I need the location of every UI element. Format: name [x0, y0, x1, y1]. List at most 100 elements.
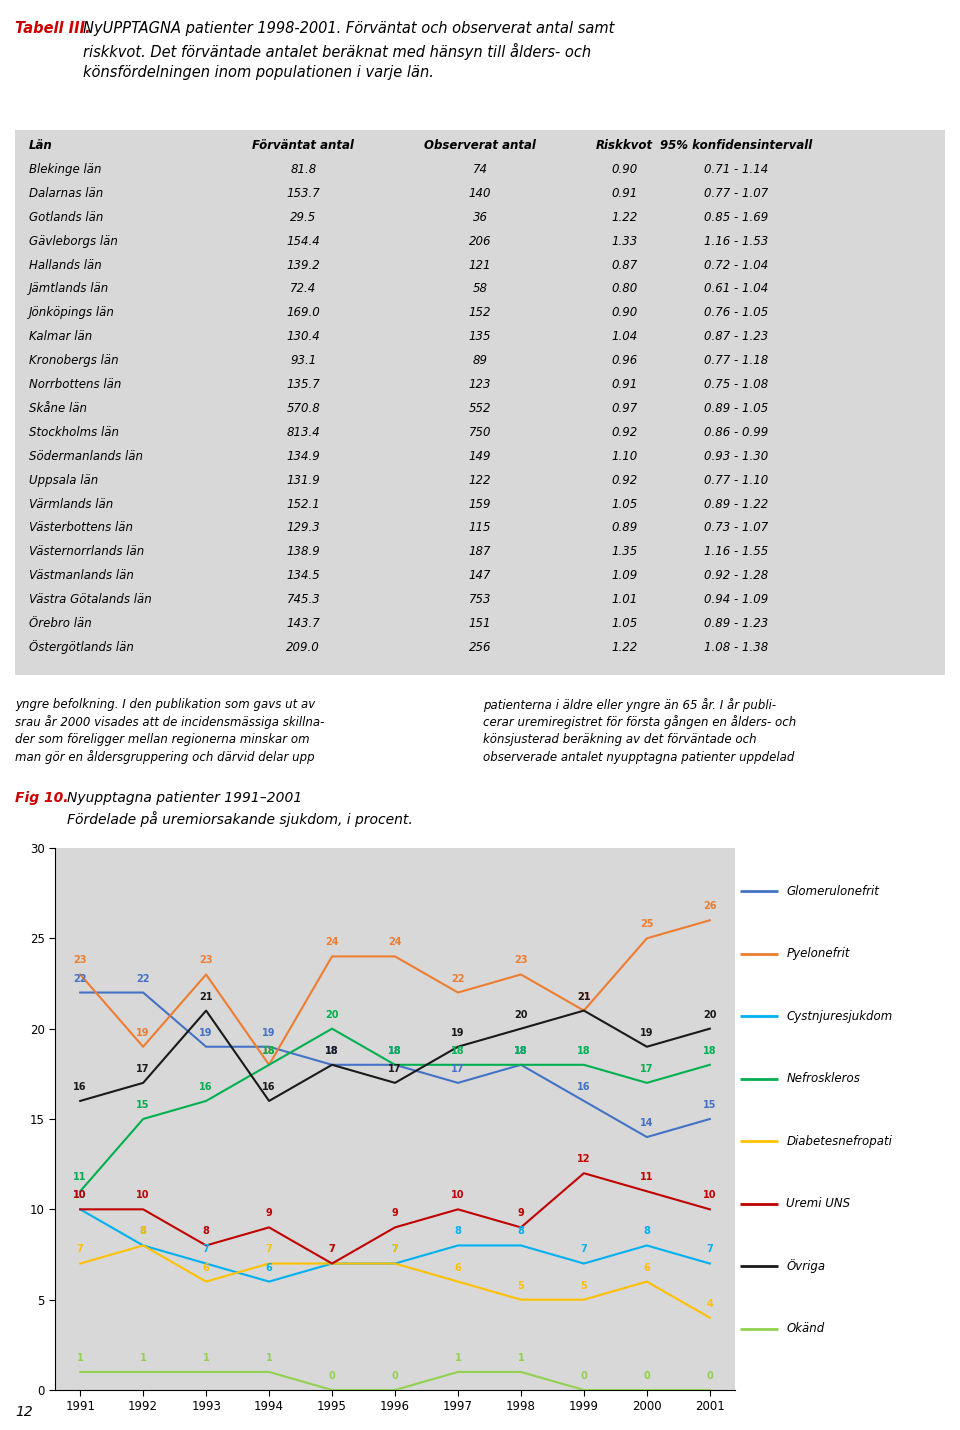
Text: 18: 18 [262, 1045, 276, 1055]
Text: 0.89 - 1.23: 0.89 - 1.23 [704, 618, 768, 631]
Text: Uppsala län: Uppsala län [29, 473, 98, 486]
Text: 0.92: 0.92 [611, 426, 637, 439]
Text: Okänd: Okänd [786, 1323, 825, 1336]
Text: 10: 10 [73, 1190, 87, 1200]
Text: 95% konfidensintervall: 95% konfidensintervall [660, 139, 812, 152]
Text: Södermanlands län: Södermanlands län [29, 450, 143, 463]
Text: 17: 17 [388, 1064, 401, 1074]
Text: 0.80: 0.80 [611, 283, 637, 296]
Text: 1: 1 [455, 1353, 462, 1363]
Text: 0.71 - 1.14: 0.71 - 1.14 [704, 163, 768, 176]
Text: Diabetesnefropati: Diabetesnefropati [786, 1135, 892, 1148]
Text: 20: 20 [703, 1010, 716, 1020]
Text: 1: 1 [203, 1353, 209, 1363]
Text: 25: 25 [640, 919, 654, 930]
Text: 153.7: 153.7 [286, 187, 321, 200]
Text: 140: 140 [468, 187, 492, 200]
Text: Värmlands län: Värmlands län [29, 498, 113, 511]
Text: 1.33: 1.33 [611, 235, 637, 247]
Text: 17: 17 [640, 1064, 654, 1074]
Text: 10: 10 [73, 1190, 87, 1200]
Text: 0: 0 [643, 1371, 650, 1381]
Text: 24: 24 [388, 938, 401, 947]
Text: 16: 16 [73, 1083, 87, 1093]
Text: 5: 5 [517, 1281, 524, 1291]
Text: Län: Län [29, 139, 53, 152]
Text: 0.85 - 1.69: 0.85 - 1.69 [704, 210, 768, 223]
Text: 15: 15 [703, 1100, 716, 1110]
Text: 152.1: 152.1 [286, 498, 321, 511]
Text: 154.4: 154.4 [286, 235, 321, 247]
Text: Västerbottens län: Västerbottens län [29, 522, 132, 535]
Text: 0.87 - 1.23: 0.87 - 1.23 [704, 330, 768, 343]
Text: 0.91: 0.91 [611, 378, 637, 390]
Text: 72.4: 72.4 [290, 283, 317, 296]
Text: Cystnjuresjukdom: Cystnjuresjukdom [786, 1010, 893, 1022]
Text: 151: 151 [468, 618, 492, 631]
Text: 0.91: 0.91 [611, 187, 637, 200]
Text: 750: 750 [468, 426, 492, 439]
Text: 22: 22 [136, 974, 150, 984]
Text: 1: 1 [140, 1353, 147, 1363]
Text: 7: 7 [581, 1244, 588, 1254]
Text: 1.22: 1.22 [611, 641, 637, 654]
Text: 81.8: 81.8 [290, 163, 317, 176]
Text: 0.86 - 0.99: 0.86 - 0.99 [704, 426, 768, 439]
Text: 0.72 - 1.04: 0.72 - 1.04 [704, 259, 768, 272]
Text: 0.97: 0.97 [611, 402, 637, 415]
Text: 135.7: 135.7 [286, 378, 321, 390]
Text: 0.89 - 1.22: 0.89 - 1.22 [704, 498, 768, 511]
Text: 23: 23 [73, 955, 87, 965]
Text: 18: 18 [451, 1045, 465, 1055]
Text: 1.22: 1.22 [611, 210, 637, 223]
Text: Nyupptagna patienter 1991–2001: Nyupptagna patienter 1991–2001 [67, 791, 302, 805]
Text: 18: 18 [515, 1045, 528, 1055]
Text: 256: 256 [468, 641, 492, 654]
Text: Västra Götalands län: Västra Götalands län [29, 593, 152, 606]
Text: 20: 20 [515, 1010, 528, 1020]
Text: Tabell III.: Tabell III. [15, 21, 90, 36]
Text: 6: 6 [643, 1263, 650, 1273]
Text: 1: 1 [77, 1353, 84, 1363]
Text: 0.90: 0.90 [611, 163, 637, 176]
Text: 7: 7 [392, 1244, 398, 1254]
Text: 1: 1 [517, 1353, 524, 1363]
Text: 0.77 - 1.07: 0.77 - 1.07 [704, 187, 768, 200]
Text: 1.16 - 1.53: 1.16 - 1.53 [704, 235, 768, 247]
Text: 0.92: 0.92 [611, 473, 637, 486]
Text: 7: 7 [328, 1244, 335, 1254]
Text: 26: 26 [703, 901, 716, 911]
Text: 0.93 - 1.30: 0.93 - 1.30 [704, 450, 768, 463]
Text: riskkvot. Det förväntade antalet beräknat med hänsyn till ålders- och: riskkvot. Det förväntade antalet beräkna… [83, 43, 591, 60]
Text: Jämtlands län: Jämtlands län [29, 283, 109, 296]
Text: 123: 123 [468, 378, 492, 390]
Text: 89: 89 [472, 355, 488, 368]
Text: patienterna i äldre eller yngre än 65 år. I år publi-: patienterna i äldre eller yngre än 65 år… [483, 698, 776, 712]
Text: 36: 36 [472, 210, 488, 223]
Text: 0.87: 0.87 [611, 259, 637, 272]
Text: 0.75 - 1.08: 0.75 - 1.08 [704, 378, 768, 390]
Text: 18: 18 [515, 1045, 528, 1055]
Text: Pyelonefrit: Pyelonefrit [786, 947, 850, 961]
Text: der som föreligger mellan regionerna minskar om: der som föreligger mellan regionerna min… [15, 734, 310, 746]
Text: 1.05: 1.05 [611, 618, 637, 631]
Text: 4: 4 [707, 1298, 713, 1308]
Text: 0.89 - 1.05: 0.89 - 1.05 [704, 402, 768, 415]
Text: Gävleborgs län: Gävleborgs län [29, 235, 118, 247]
Text: 1.08 - 1.38: 1.08 - 1.38 [704, 641, 768, 654]
Text: 0: 0 [707, 1371, 713, 1381]
Text: NyUPPTAGNA patienter 1998-2001. Förväntat och observerat antal samt: NyUPPTAGNA patienter 1998-2001. Förvänta… [83, 21, 614, 36]
Text: 8: 8 [643, 1227, 650, 1237]
Text: Blekinge län: Blekinge län [29, 163, 102, 176]
Text: Övriga: Övriga [786, 1260, 826, 1273]
Text: 130.4: 130.4 [286, 330, 321, 343]
Text: Skåne län: Skåne län [29, 402, 87, 415]
Text: 0: 0 [392, 1371, 398, 1381]
Text: 0.77 - 1.18: 0.77 - 1.18 [704, 355, 768, 368]
Text: 17: 17 [451, 1064, 465, 1074]
Text: 17: 17 [136, 1064, 150, 1074]
Text: Observerat antal: Observerat antal [424, 139, 536, 152]
Text: 22: 22 [451, 974, 465, 984]
Text: 7: 7 [203, 1244, 209, 1254]
Text: Västernorrlands län: Västernorrlands län [29, 545, 144, 558]
